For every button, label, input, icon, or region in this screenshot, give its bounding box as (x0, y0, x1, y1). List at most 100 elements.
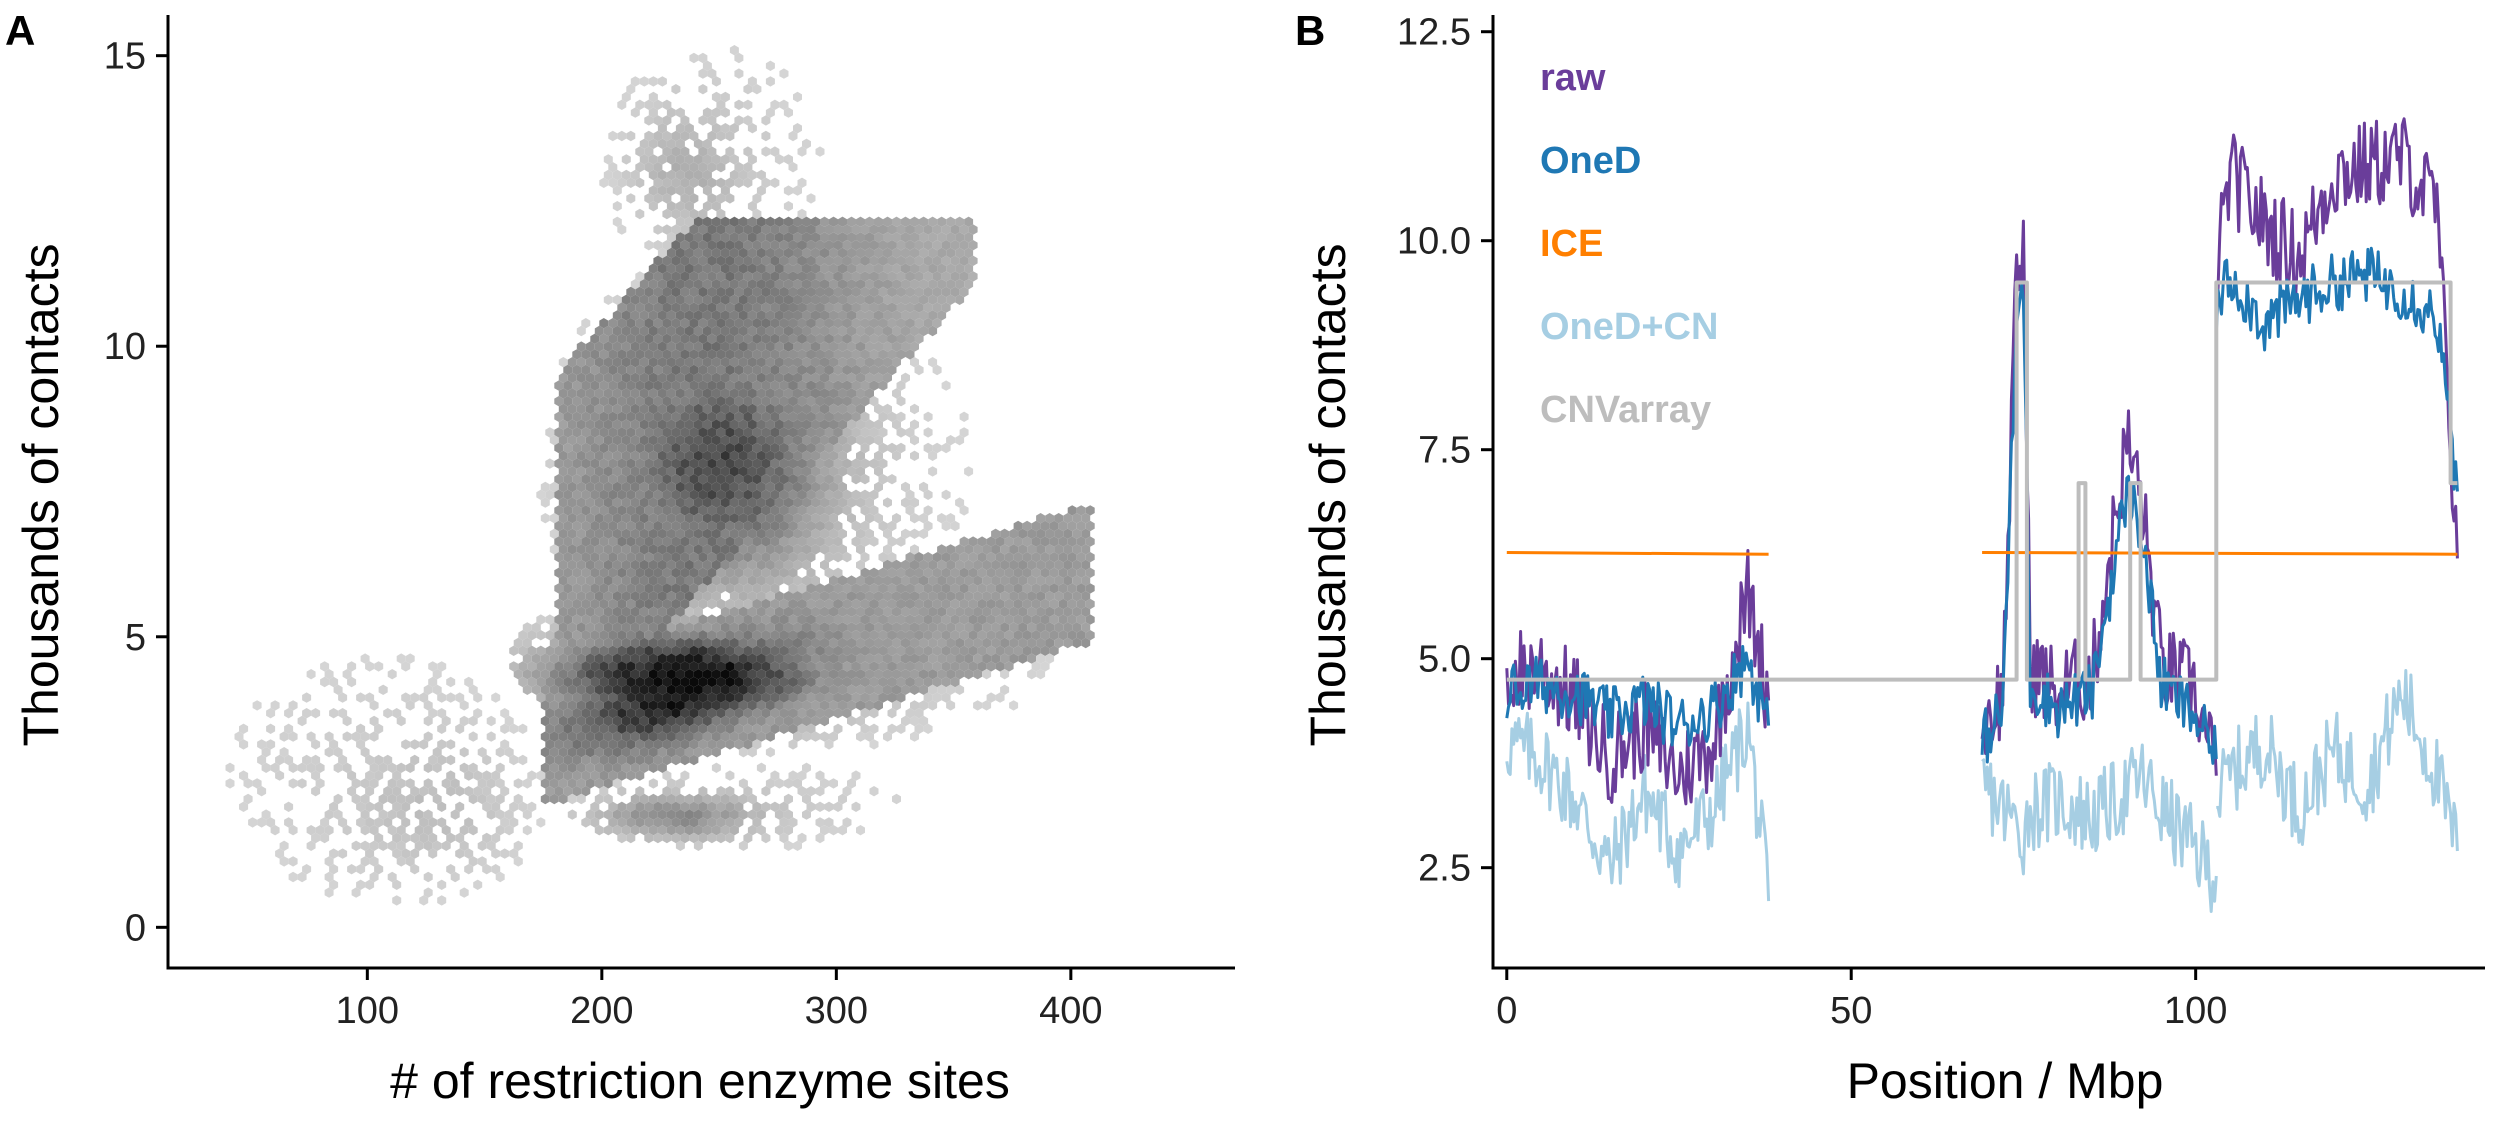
hexbin-cell (874, 637, 883, 649)
hexbin-cell (594, 372, 604, 383)
hexbin-cell (928, 450, 938, 461)
hexbin-cell (653, 614, 663, 625)
hexbin-cell (581, 349, 591, 360)
hexbin-cell (500, 786, 510, 797)
hexbin-cell (838, 669, 847, 680)
hexbin-cell (716, 739, 726, 750)
hexbin-cell (914, 567, 924, 578)
hexbin-cell (878, 692, 888, 703)
hexbin-cell (1076, 505, 1086, 516)
hexbin-cell (995, 552, 1005, 563)
hexbin-cell (599, 708, 609, 719)
hexbin-cell (401, 692, 411, 703)
hexbin-cell (838, 216, 847, 227)
hexbin-cell (590, 630, 600, 641)
hexbin-cell (599, 676, 609, 688)
hexbin-cell (802, 731, 811, 742)
hexbin-cell (261, 762, 271, 773)
hexbin-cell (590, 536, 600, 547)
hexbin-cell (851, 520, 861, 532)
hexbin-cell (639, 809, 649, 820)
hexbin-cell (738, 684, 748, 695)
hexbin-cell (662, 770, 672, 781)
hexbin-cell (666, 279, 676, 290)
hexbin-cell (815, 770, 825, 781)
hexbin-cell (1027, 559, 1037, 571)
hexbin-cell (820, 232, 829, 243)
hexbin-cell (576, 419, 586, 430)
hexbin-cell (702, 216, 712, 227)
hexbin-cell (783, 653, 793, 664)
hexbin-cell (770, 645, 780, 656)
hexbin-cell (950, 567, 960, 578)
hexbin-cell (991, 637, 1001, 649)
hexbin-cell (752, 286, 762, 298)
hexbin-cell (896, 286, 906, 298)
hexbin-cell (612, 559, 622, 571)
hexbin-cell (729, 684, 739, 695)
hexbin-cell (702, 154, 712, 165)
hexbin-cell (743, 411, 753, 422)
hexbin-cell (806, 396, 816, 407)
hexbin-cell (707, 832, 717, 844)
hexbin-cell (711, 279, 721, 290)
hexbin-cell (671, 146, 681, 157)
hexbin-cell (738, 669, 748, 680)
hexbin-cell (297, 762, 307, 773)
hexbin-cell (693, 294, 703, 305)
hexbin-cell (383, 817, 393, 828)
hexbin-cell (964, 247, 974, 259)
hexbin-cell (365, 801, 375, 812)
hexbin-cell (1049, 567, 1059, 578)
hexbin-cell (617, 411, 627, 422)
hexbin-cell (581, 427, 591, 438)
hexbin-cell (680, 177, 690, 188)
hexbin-cell (892, 263, 901, 274)
hexbin-cell (572, 786, 582, 797)
hexbin-cell (910, 653, 919, 664)
hexbin-cell (919, 247, 929, 259)
hexbin-cell (662, 630, 672, 641)
hexbin-cell (554, 458, 564, 469)
hexbin-cell (689, 177, 699, 188)
hexbin-cell (617, 630, 627, 641)
hexbin-cell (392, 895, 402, 906)
hexbin-cell (369, 778, 379, 789)
hexbin-cell (608, 770, 618, 781)
hexbin-cell (928, 216, 938, 227)
hexbin-cell (910, 622, 919, 633)
hexbin-cell (662, 333, 672, 344)
hexbin-cell (869, 676, 879, 688)
hexbin-cell (486, 809, 496, 820)
hexbin-cell (563, 489, 573, 500)
hexbin-cell (793, 591, 802, 602)
hexbin-cell (689, 567, 699, 578)
hexbin-cell (1040, 520, 1050, 532)
hexbin-cell (761, 146, 771, 157)
hexbin-cell (1009, 544, 1019, 555)
hexbin-cell (865, 684, 874, 695)
hexbin-cell (811, 481, 820, 493)
hexbin-cell (788, 380, 798, 391)
hexbin-cell (671, 224, 681, 235)
hexbin-cell (856, 310, 865, 321)
hexbin-cell (892, 793, 901, 805)
hexbin-cell (473, 879, 483, 890)
hexbin-cell (802, 450, 811, 461)
hexbin-cell (428, 708, 438, 719)
hexbin-cell (297, 871, 307, 883)
hexbin-cell (856, 388, 865, 399)
hexbin-cell (851, 396, 861, 407)
hexbin-cell (576, 466, 586, 477)
hexbin-cell (856, 497, 865, 508)
hexbin-cell (693, 700, 703, 711)
hexbin-cell (1036, 591, 1046, 602)
hexbin-cell (738, 310, 748, 321)
hexbin-cell (608, 162, 618, 173)
hexbin-cell (666, 528, 676, 539)
hexbin-cell (946, 684, 956, 695)
hexbin-cell (869, 614, 879, 625)
hexbin-cell (779, 333, 789, 344)
hexbin-cell (788, 474, 798, 485)
hexbin-cell (662, 474, 672, 485)
